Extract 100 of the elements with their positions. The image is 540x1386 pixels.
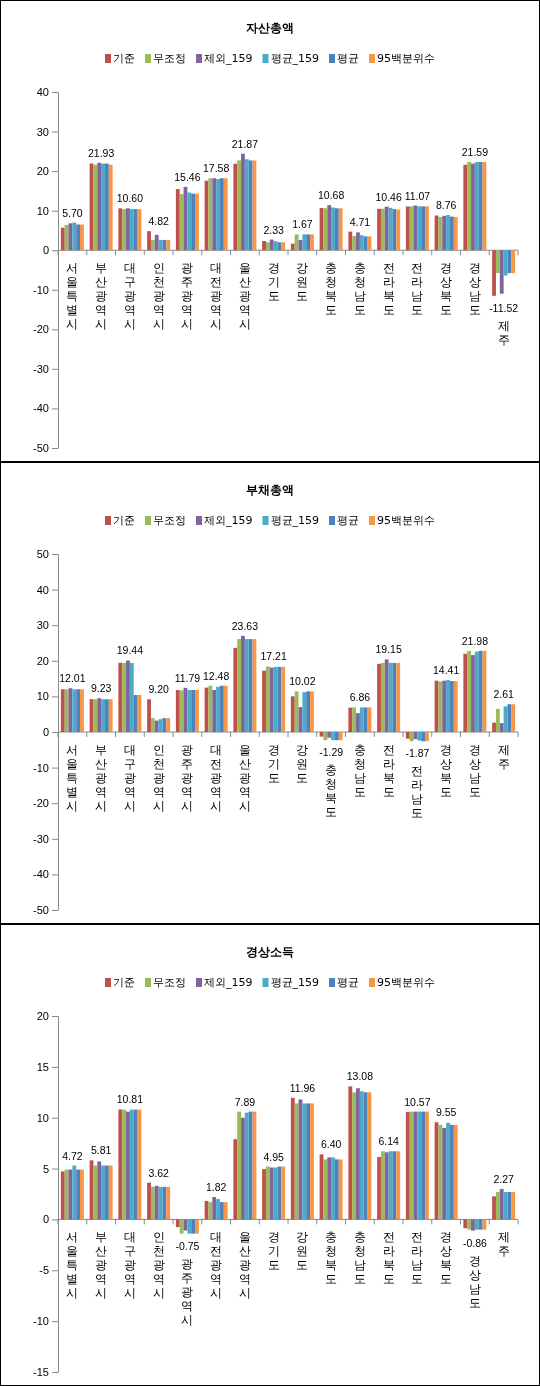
bar	[248, 160, 253, 251]
bar	[277, 242, 282, 251]
bar	[265, 1166, 270, 1220]
data-label: 12.01	[59, 672, 86, 685]
data-label: 7.89	[234, 1095, 256, 1108]
bar	[334, 1159, 339, 1220]
data-label: 23.63	[231, 619, 259, 632]
bar	[122, 209, 127, 251]
data-label: 10.46	[375, 190, 402, 203]
bar	[507, 704, 512, 732]
x-tick-label: 제주	[497, 1230, 510, 1259]
bar	[306, 1103, 311, 1220]
bar	[348, 707, 353, 732]
bar	[409, 732, 414, 742]
bar	[352, 235, 357, 251]
data-label: 9.20	[148, 683, 169, 696]
bar	[405, 732, 410, 739]
bar	[97, 1161, 102, 1220]
y-tick-label: -30	[33, 832, 49, 845]
bar	[64, 224, 69, 251]
bar	[150, 239, 155, 251]
bar	[507, 1191, 512, 1220]
legend-label: 기준	[113, 976, 135, 989]
x-tick-label: 강원도	[296, 261, 309, 304]
bar	[449, 681, 454, 732]
bar	[208, 1202, 213, 1220]
data-label: 11.96	[289, 1081, 316, 1094]
bar	[187, 192, 192, 251]
bar	[93, 1165, 98, 1220]
x-tick-label: 경상남도	[468, 261, 481, 318]
bar	[438, 1124, 443, 1220]
bar	[104, 1165, 109, 1220]
data-label: 12.48	[202, 669, 230, 682]
y-tick-label: -10	[33, 283, 49, 296]
data-label: 17.21	[260, 650, 287, 663]
y-tick-label: 0	[42, 244, 49, 257]
bar	[446, 1122, 450, 1220]
bar	[507, 250, 512, 274]
bar	[310, 1103, 314, 1220]
x-tick-label: 인천광역시	[152, 261, 165, 332]
bar	[237, 639, 242, 732]
bar	[380, 662, 385, 732]
y-tick-label: 20	[36, 1010, 49, 1023]
bar	[409, 206, 414, 251]
bar	[179, 194, 184, 251]
chart-title: 경상소득	[246, 945, 294, 959]
data-label: 4.82	[148, 215, 169, 228]
bar	[72, 689, 77, 732]
bar	[101, 699, 105, 732]
x-tick-label: 제주	[497, 743, 510, 771]
x-tick-label: 경상북도	[440, 1230, 453, 1287]
bar	[290, 243, 295, 251]
bar	[474, 1219, 479, 1230]
x-tick-label: 부산광역시	[95, 743, 108, 813]
y-tick-label: 30	[36, 125, 49, 138]
x-tick-label: 울산광역시	[238, 1230, 251, 1301]
x-tick-label: 대전광역시	[210, 261, 223, 332]
bar	[384, 206, 389, 251]
data-label: 5.70	[62, 206, 83, 219]
bar	[76, 1169, 81, 1220]
data-label: 9.55	[435, 1106, 457, 1119]
bar	[446, 680, 450, 732]
bar	[356, 1088, 360, 1220]
x-tick-label: 경상남도	[468, 743, 481, 799]
bar	[478, 162, 483, 251]
data-label: 15.46	[174, 170, 201, 183]
bar	[60, 227, 65, 251]
bar	[463, 164, 468, 251]
legend-label: 제외_159	[204, 514, 253, 527]
bar	[133, 209, 138, 251]
bar	[471, 1219, 475, 1231]
bar	[80, 224, 84, 251]
y-tick-label: -10	[33, 1315, 49, 1328]
bar	[122, 1109, 127, 1220]
bar	[495, 1191, 500, 1220]
bar	[248, 1111, 253, 1220]
bar	[281, 242, 286, 251]
x-tick-label: 인천광역시	[152, 743, 165, 813]
bar	[405, 206, 410, 251]
y-tick-label: 5	[42, 1162, 49, 1175]
legend-label: 평균	[337, 976, 359, 989]
bar	[294, 1103, 299, 1220]
legend-label: 무조정	[153, 514, 186, 527]
x-tick-label: 광주광역시	[181, 261, 194, 332]
bar	[338, 732, 343, 741]
bar	[60, 1171, 65, 1220]
bar	[352, 707, 357, 732]
bar	[453, 1124, 458, 1220]
bar	[147, 1182, 151, 1220]
legend-label: 무조정	[153, 976, 186, 989]
bar	[281, 666, 286, 732]
bar	[191, 193, 196, 251]
bar	[233, 647, 238, 732]
data-label: 11.07	[404, 189, 431, 202]
bar	[191, 689, 196, 732]
y-tick-label: -40	[33, 868, 49, 881]
y-tick-label: 20	[36, 654, 49, 667]
bar	[438, 681, 443, 732]
bar	[405, 1111, 410, 1220]
bar	[302, 1103, 307, 1220]
